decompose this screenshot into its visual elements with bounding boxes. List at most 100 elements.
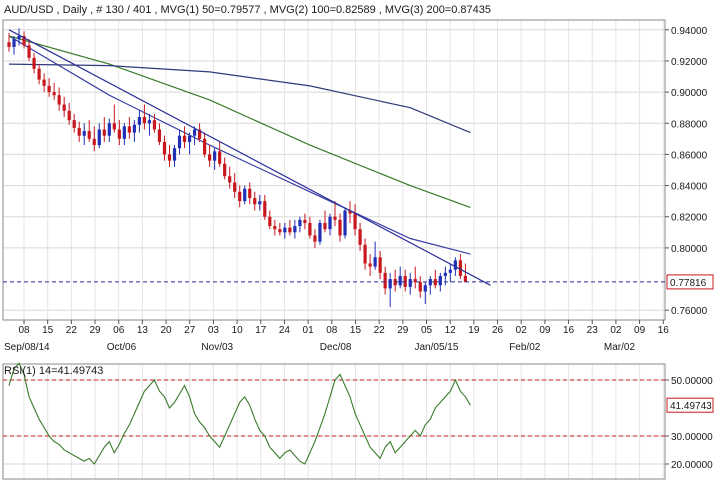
candle-body: [298, 219, 302, 227]
rsi-y-tick-label: 50.00000: [671, 376, 713, 387]
x-month-label: Oct/06: [107, 342, 137, 353]
x-day-tick-label: 02: [610, 325, 622, 336]
candle-body: [233, 182, 237, 192]
candle-body: [443, 272, 447, 276]
candle-body: [167, 154, 172, 161]
candle-body: [263, 201, 267, 217]
x-day-tick-label: 06: [113, 325, 125, 336]
candle-body: [203, 138, 207, 155]
price-chart-title: AUD/USD , Daily , # 130 / 401 , MVG(1) 5…: [4, 4, 491, 16]
candle-body: [358, 229, 362, 245]
x-day-tick-label: 20: [160, 325, 172, 336]
price-y-tick-label: 0.82000: [671, 213, 708, 224]
candle-body: [187, 135, 192, 142]
rsi-y-tick-label: 30.00000: [671, 432, 713, 443]
candle-body: [403, 275, 407, 287]
candle-body: [87, 131, 91, 139]
candle-body: [343, 210, 347, 236]
candle-body: [413, 279, 417, 283]
rsi-lines: [3, 362, 665, 465]
candle-body: [22, 36, 26, 46]
candle-body: [308, 222, 312, 236]
x-day-tick-label: 09: [539, 325, 551, 336]
candle-body: [218, 151, 222, 164]
candle-body: [62, 104, 66, 111]
candle-body: [353, 213, 357, 230]
candle-body: [112, 123, 116, 130]
candle-body: [418, 282, 422, 292]
rsi-chart-title: RSI(1) 14=41.49743: [4, 365, 103, 377]
candle-body: [378, 257, 382, 273]
candle-body: [248, 188, 252, 199]
x-day-tick-label: 29: [89, 325, 101, 336]
price-y-tick-label: 0.76000: [671, 306, 708, 317]
candle-body: [453, 260, 457, 270]
candle-body: [313, 235, 317, 242]
x-day-tick-label: 27: [184, 325, 196, 336]
candle-body: [338, 219, 342, 236]
price-y-tick-label: 0.90000: [671, 88, 708, 99]
candle-body: [12, 39, 16, 47]
candle-body: [318, 222, 322, 242]
candle-body: [107, 123, 111, 136]
trendline-group: [8, 29, 491, 286]
candle-body: [253, 198, 257, 205]
current-price-box: [666, 274, 714, 290]
candle-body: [268, 216, 272, 227]
candle-body: [172, 148, 177, 161]
current-price-line-group: 0.77816: [3, 274, 714, 290]
candle-body: [423, 285, 427, 292]
candle-body: [348, 210, 352, 214]
trendline: [8, 29, 491, 286]
x-day-tick-label: 03: [208, 325, 220, 336]
candle-body: [373, 257, 377, 267]
candle-body: [77, 127, 81, 136]
rsi-y-tick-label: 20.00000: [671, 460, 713, 471]
x-day-tick-label: 29: [397, 325, 409, 336]
x-month-label: Dec/08: [320, 342, 352, 353]
candle-body: [368, 263, 372, 267]
x-month-label: Jan/05/15: [415, 342, 459, 353]
candle-body: [97, 129, 101, 146]
candle-body: [243, 188, 247, 202]
candle-body: [388, 279, 392, 289]
moving-average-line: [8, 63, 471, 134]
candle-body: [147, 120, 152, 124]
x-day-tick-label: 08: [326, 325, 338, 336]
candle-body: [383, 272, 387, 289]
candle-body: [157, 129, 162, 142]
x-day-tick-label: 16: [658, 325, 670, 336]
x-day-tick-label: 02: [516, 325, 528, 336]
x-month-label: Nov/03: [201, 342, 233, 353]
candle-body: [323, 222, 327, 230]
candle-body: [7, 42, 11, 47]
rsi-y-ticks: 50.00000 30.00000 20.00000 41.49743: [665, 376, 714, 471]
candle-body: [238, 191, 242, 202]
candle-body: [132, 124, 136, 133]
candle-body: [57, 95, 61, 105]
candle-body: [278, 229, 282, 233]
candle-body: [142, 117, 147, 124]
candle-body: [228, 176, 232, 183]
candle-body: [213, 151, 217, 161]
candle-body: [223, 163, 227, 177]
x-day-tick-label: 13: [137, 325, 149, 336]
candle-body: [102, 129, 106, 136]
x-day-tick-label: 22: [374, 325, 386, 336]
x-day-tick-label: 26: [492, 325, 504, 336]
price-y-tick-label: 0.84000: [671, 182, 708, 193]
x-day-tick-label: 17: [255, 325, 267, 336]
x-month-label: Sep/08/14: [4, 342, 50, 353]
candle-body: [463, 275, 467, 283]
rsi-panel-frame: [2, 363, 666, 480]
candle-body: [137, 117, 141, 125]
candle-body: [72, 120, 76, 128]
candle-body: [92, 138, 96, 146]
candle-body: [293, 226, 297, 233]
candle-body: [47, 85, 51, 93]
price-y-tick-label: 0.88000: [671, 119, 708, 130]
candle-body: [288, 227, 292, 233]
x-day-tick-label: 23: [587, 325, 599, 336]
